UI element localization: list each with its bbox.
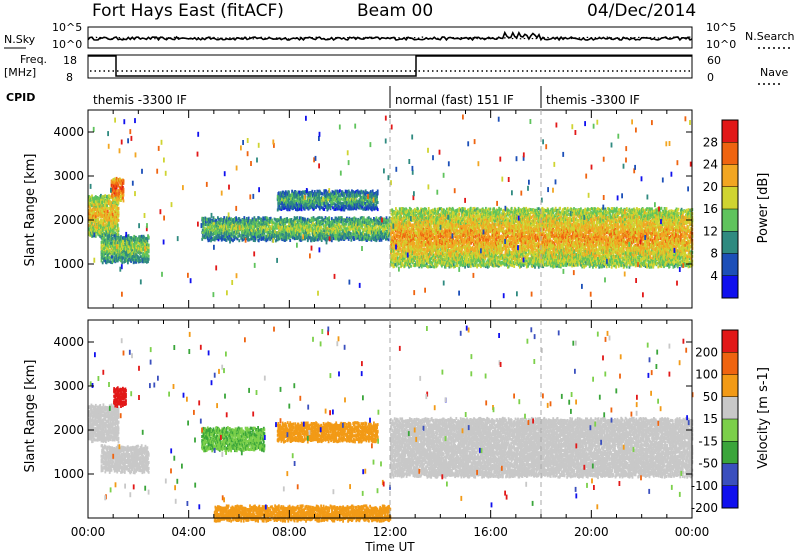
cpid-label: CPID <box>6 91 35 104</box>
heatmap-cell <box>118 202 120 205</box>
heatmap-cell <box>213 222 215 225</box>
freq-unit: [MHz] <box>4 66 36 79</box>
nsky-label: N.Sky <box>4 33 36 46</box>
heatmap-cell <box>118 219 120 222</box>
nsearch-tick-high: 10^5 <box>706 21 736 34</box>
beam-title: Beam 00 <box>357 1 433 21</box>
nsky-trace <box>88 33 692 40</box>
freq-panel <box>88 55 692 78</box>
heatmap-cell <box>117 224 119 227</box>
heatmap-cell <box>145 257 147 260</box>
heatmap-cell <box>247 235 249 238</box>
cpid-segment-label: normal (fast) 151 IF <box>395 93 514 107</box>
nsky-line <box>88 33 692 40</box>
heatmap-cell <box>123 190 125 193</box>
heatmap-cell <box>148 258 150 261</box>
freq-tick-low: 8 <box>66 71 73 84</box>
nsky-tick-low: 10^0 <box>52 38 82 51</box>
heatmap-cell <box>123 194 125 197</box>
heatmap-cell <box>239 234 241 237</box>
heatmap-cell <box>213 216 215 219</box>
heatmap-cell <box>221 232 223 235</box>
nave-tick-low: 0 <box>707 71 714 84</box>
heatmap-cell <box>148 255 150 258</box>
freq-tick-high: 18 <box>63 54 77 67</box>
heatmap-cell <box>102 261 104 264</box>
heatmap-cell <box>148 244 150 247</box>
nsearch-label: N.Search <box>745 30 795 43</box>
heatmap-cell <box>243 216 245 219</box>
heatmap-cell <box>118 211 120 214</box>
heatmap-cell <box>148 236 150 239</box>
heatmap-cell <box>123 199 125 202</box>
freq-label: Freq. <box>20 53 47 66</box>
heatmap-cell <box>128 234 130 237</box>
heatmap-cell <box>238 239 240 242</box>
nsearch-tick-low: 10^0 <box>706 38 736 51</box>
cpid-segment-label: themis -3300 IF <box>546 93 640 107</box>
cpid-segment-label: themis -3300 IF <box>93 93 187 107</box>
heatmap-cell <box>121 261 123 264</box>
cpid-row: themis -3300 IF normal (fast) 151 IF themi… <box>93 86 640 108</box>
heatmap-cell <box>97 218 99 221</box>
freq-trace <box>88 56 692 76</box>
date-title: 04/Dec/2014 <box>587 1 696 21</box>
heatmap-cell <box>118 234 120 237</box>
heatmap-cell <box>122 196 124 199</box>
rti-figure: Fort Hays East (fitACF) Beam 00 04/Dec/2… <box>0 0 800 554</box>
station-title: Fort Hays East (fitACF) <box>92 1 284 21</box>
nave-tick-high: 60 <box>707 54 721 67</box>
heatmap-cell <box>104 194 106 197</box>
heatmap-cell <box>123 188 125 191</box>
heatmap-cell <box>118 227 120 230</box>
heatmap-cell <box>228 229 230 232</box>
heatmap-cell <box>111 234 113 237</box>
heatmap-cell <box>101 219 103 222</box>
heatmap-cell <box>107 207 109 210</box>
heatmap-cell <box>123 179 125 182</box>
heatmap-cell <box>116 189 118 192</box>
heatmap-cell <box>118 207 120 210</box>
nave-label: Nave <box>760 66 788 79</box>
nsky-tick-high: 10^5 <box>52 21 82 34</box>
